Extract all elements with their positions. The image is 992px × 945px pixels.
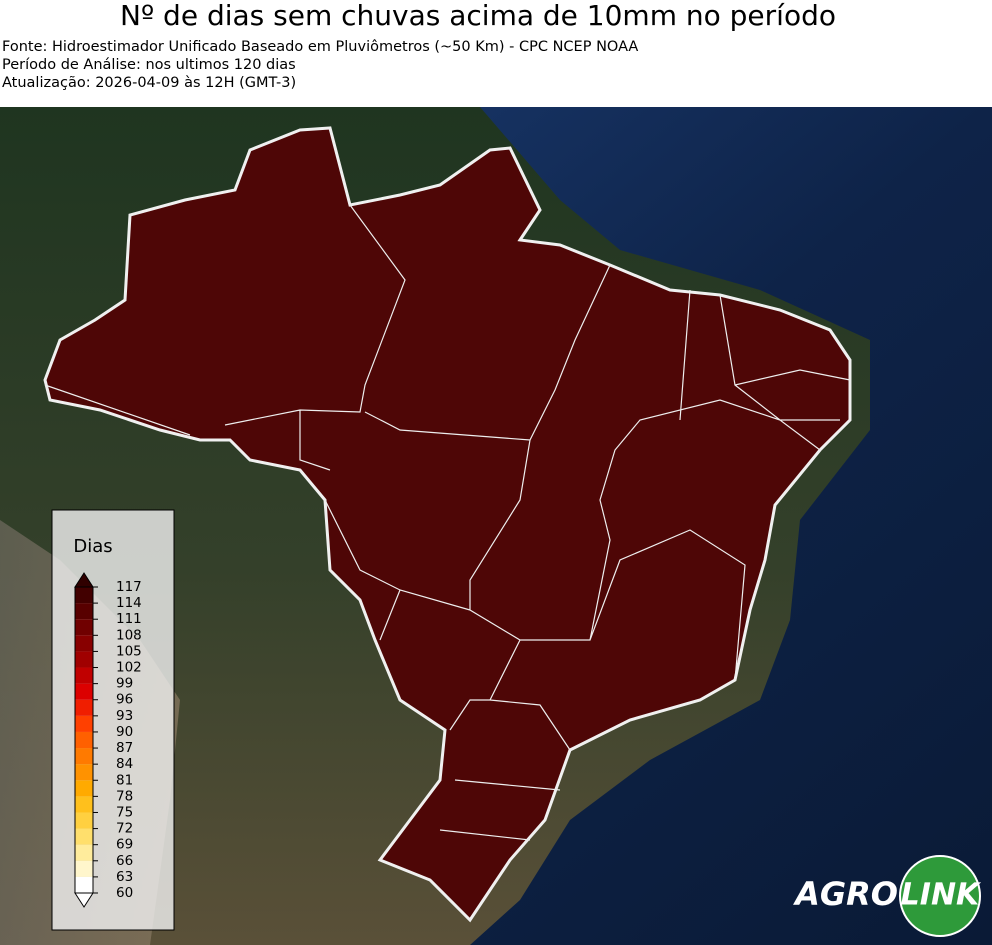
logo: AGRO LINK	[792, 855, 982, 937]
color-segment	[75, 828, 93, 845]
brazil	[43, 126, 852, 923]
logo-circle	[899, 855, 981, 937]
tick-label: 72	[116, 821, 133, 837]
tick-label: 90	[116, 724, 133, 740]
color-segment	[75, 635, 93, 652]
color-segment	[75, 731, 93, 749]
source-line: Fonte: Hidroestimador Unificado Baseado …	[2, 39, 639, 55]
color-segment	[75, 860, 93, 877]
tick-label: 75	[116, 804, 133, 820]
map: Dias 60636669727578818487909396991021051…	[0, 107, 992, 945]
color-segment	[75, 748, 93, 765]
color-segment	[75, 699, 93, 716]
colorbar: 6063666972757881848790939699102105108111…	[74, 572, 142, 908]
color-segment	[75, 603, 93, 620]
tick-label: 69	[116, 837, 133, 853]
colorbar-outline	[74, 586, 94, 894]
tick-label: 60	[116, 885, 133, 901]
tick-label: 99	[116, 676, 133, 692]
logo-left: AGRO	[792, 875, 898, 913]
color-segment	[75, 619, 93, 636]
tick-label: 105	[116, 643, 142, 659]
legend-box	[51, 509, 175, 931]
logo-right: LINK	[901, 878, 982, 913]
color-segment	[75, 715, 93, 732]
tick-label: 117	[116, 579, 142, 595]
source-line: Período de Análise: nos ultimos 120 dias	[2, 57, 296, 73]
tick-label: 111	[116, 611, 142, 627]
color-segment	[75, 667, 93, 684]
color-segment	[75, 651, 93, 668]
tick-label: 108	[116, 627, 142, 643]
tick-label: 96	[116, 692, 133, 708]
tick-label: 66	[116, 853, 133, 869]
tick-label: 114	[116, 595, 142, 611]
tick-label: 78	[116, 788, 133, 804]
color-segment	[75, 812, 93, 829]
color-segment	[75, 764, 93, 781]
color-segment	[75, 796, 93, 813]
tick-label: 81	[116, 772, 133, 788]
state-borders	[44, 204, 851, 841]
source-lines: Fonte: Hidroestimador Unificado Baseado …	[2, 38, 638, 92]
tick-label: 102	[116, 660, 142, 676]
tick-label: 87	[116, 740, 133, 756]
title: Nº de dias sem chuvas acima de 10mm no p…	[120, 0, 836, 32]
color-segment	[75, 844, 93, 861]
tick-label: 63	[116, 869, 133, 885]
legend-title: Dias	[73, 536, 112, 557]
tick-label: 84	[116, 756, 133, 772]
legend: Dias 60636669727578818487909396991021051…	[51, 509, 175, 931]
color-segment	[75, 587, 93, 604]
color-segment	[75, 780, 93, 797]
tick-label: 93	[116, 708, 133, 724]
color-segment	[75, 683, 93, 700]
source-line: Atualização: 2026-04-09 às 12H (GMT-3)	[2, 75, 297, 91]
color-segment	[75, 876, 93, 893]
